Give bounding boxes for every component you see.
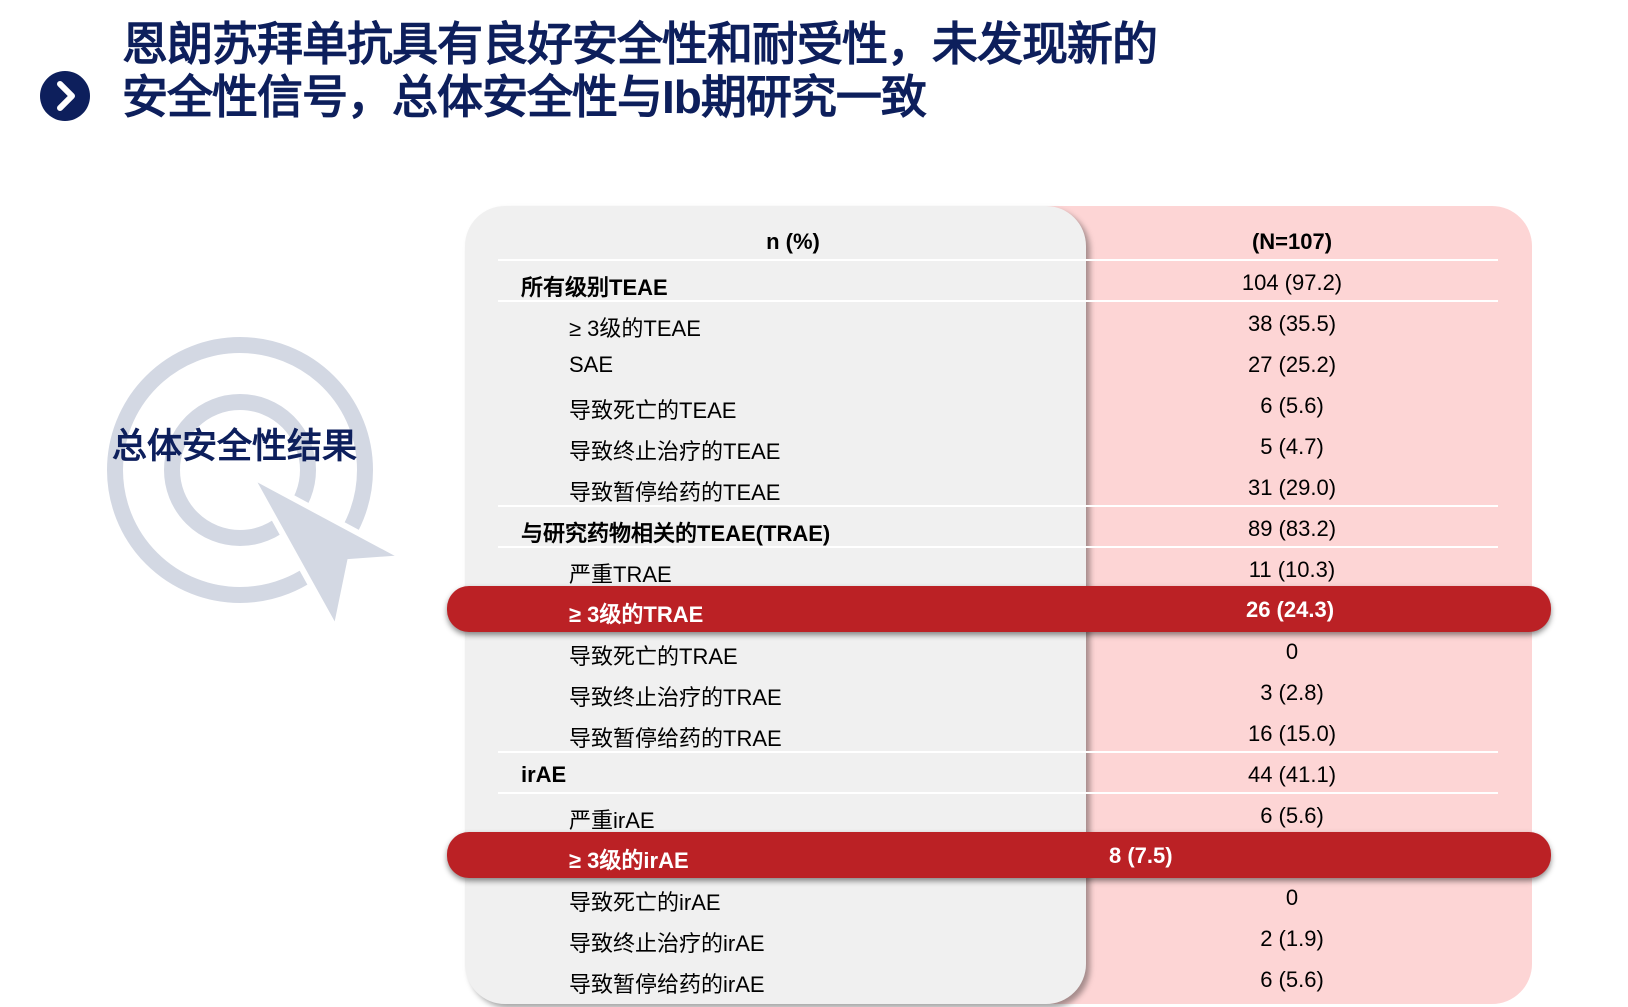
row-value: 6 (5.6)	[1260, 393, 1324, 418]
row-value: 6 (5.6)	[1260, 967, 1324, 992]
row-value: 3 (2.8)	[1260, 680, 1324, 705]
highlighted-row: ≥ 3级的irAE 8 (7.5)	[447, 832, 1551, 878]
table-row: 严重TRAE 11 (10.3)	[498, 548, 1498, 589]
row-value: 11 (10.3)	[1248, 557, 1336, 582]
row-value: 89 (83.2)	[1247, 516, 1337, 541]
row-label: 导致暂停给药的irAE	[569, 972, 765, 997]
page-title: 恩朗苏拜单抗具有良好安全性和耐受性，未发现新的 安全性信号，总体安全性与Ib期研…	[122, 18, 1158, 124]
row-divider	[498, 259, 1498, 261]
row-value: 16 (15.0)	[1247, 721, 1337, 746]
row-divider	[498, 792, 1498, 794]
row-label: 与研究药物相关的TEAE(TRAE)	[521, 521, 831, 546]
title-line-2: 安全性信号，总体安全性与Ib期研究一致	[122, 71, 927, 123]
table-row: 导致终止治疗的TRAE 3 (2.8)	[498, 671, 1498, 712]
row-label: 导致暂停给药的TRAE	[569, 726, 782, 751]
row-divider	[498, 546, 1498, 548]
title-line-1: 恩朗苏拜单抗具有良好安全性和耐受性，未发现新的	[122, 18, 1158, 70]
table-row: 导致暂停给药的TRAE 16 (15.0)	[498, 712, 1498, 753]
table-row: ≥ 3级的TEAE 38 (35.5)	[498, 302, 1498, 343]
table-row: 所有级别TEAE 104 (97.2)	[498, 261, 1498, 302]
row-divider	[498, 751, 1498, 753]
row-label: ≥ 3级的TRAE	[569, 602, 704, 627]
chevron-right-icon	[40, 71, 90, 121]
row-value: 38 (35.5)	[1247, 311, 1337, 336]
section-label: 总体安全性结果	[112, 427, 358, 466]
row-value: 8 (7.5)	[1109, 843, 1173, 868]
table-row: 与研究药物相关的TEAE(TRAE) 89 (83.2)	[498, 507, 1498, 548]
row-value: 0	[1285, 639, 1299, 664]
row-label: SAE	[569, 352, 614, 377]
row-value: 6 (5.6)	[1260, 803, 1324, 828]
table-row: 导致终止治疗的TEAE 5 (4.7)	[498, 425, 1498, 466]
header-value: (N=107)	[1251, 229, 1333, 254]
row-label: irAE	[521, 762, 567, 787]
row-label: 严重irAE	[569, 808, 655, 833]
row-value: 104 (97.2)	[1241, 270, 1343, 295]
row-label: 所有级别TEAE	[521, 275, 668, 300]
row-label: ≥ 3级的TEAE	[569, 316, 701, 341]
table-row: 导致死亡的TEAE 6 (5.6)	[498, 384, 1498, 425]
row-label: 导致终止治疗的irAE	[569, 931, 765, 956]
row-value: 31 (29.0)	[1247, 475, 1337, 500]
header-label: n (%)	[766, 229, 820, 254]
row-divider	[498, 300, 1498, 302]
row-label: 导致终止治疗的TRAE	[569, 685, 782, 710]
table-row: 导致暂停给药的TEAE 31 (29.0)	[498, 466, 1498, 507]
row-value: 27 (25.2)	[1247, 352, 1337, 377]
table-row: 导致死亡的TRAE 0	[498, 630, 1498, 671]
row-value: 5 (4.7)	[1260, 434, 1324, 459]
row-value: 44 (41.1)	[1247, 762, 1337, 787]
row-label: 严重TRAE	[569, 562, 672, 587]
row-label: 导致暂停给药的TEAE	[569, 480, 781, 505]
table-row: 导致终止治疗的irAE 2 (1.9)	[498, 917, 1498, 958]
table-row: SAE 27 (25.2)	[498, 343, 1498, 384]
row-divider	[498, 505, 1498, 507]
table-row: 严重irAE 6 (5.6)	[498, 794, 1498, 835]
row-label: 导致死亡的TEAE	[569, 398, 737, 423]
row-label: ≥ 3级的irAE	[569, 848, 689, 873]
row-value: 26 (24.3)	[1245, 597, 1335, 622]
table-header: n (%) (N=107)	[498, 220, 1498, 261]
table-row: 导致死亡的irAE 0	[498, 876, 1498, 917]
table-row: 导致暂停给药的irAE 6 (5.6)	[498, 958, 1498, 999]
row-value: 0	[1285, 885, 1299, 910]
target-cursor-icon	[100, 330, 420, 645]
row-label: 导致死亡的TRAE	[569, 644, 738, 669]
row-label: 导致死亡的irAE	[569, 890, 721, 915]
row-label: 导致终止治疗的TEAE	[569, 439, 781, 464]
highlighted-row: ≥ 3级的TRAE 26 (24.3)	[447, 586, 1551, 632]
table-row: irAE 44 (41.1)	[498, 753, 1498, 794]
row-value: 2 (1.9)	[1260, 926, 1324, 951]
